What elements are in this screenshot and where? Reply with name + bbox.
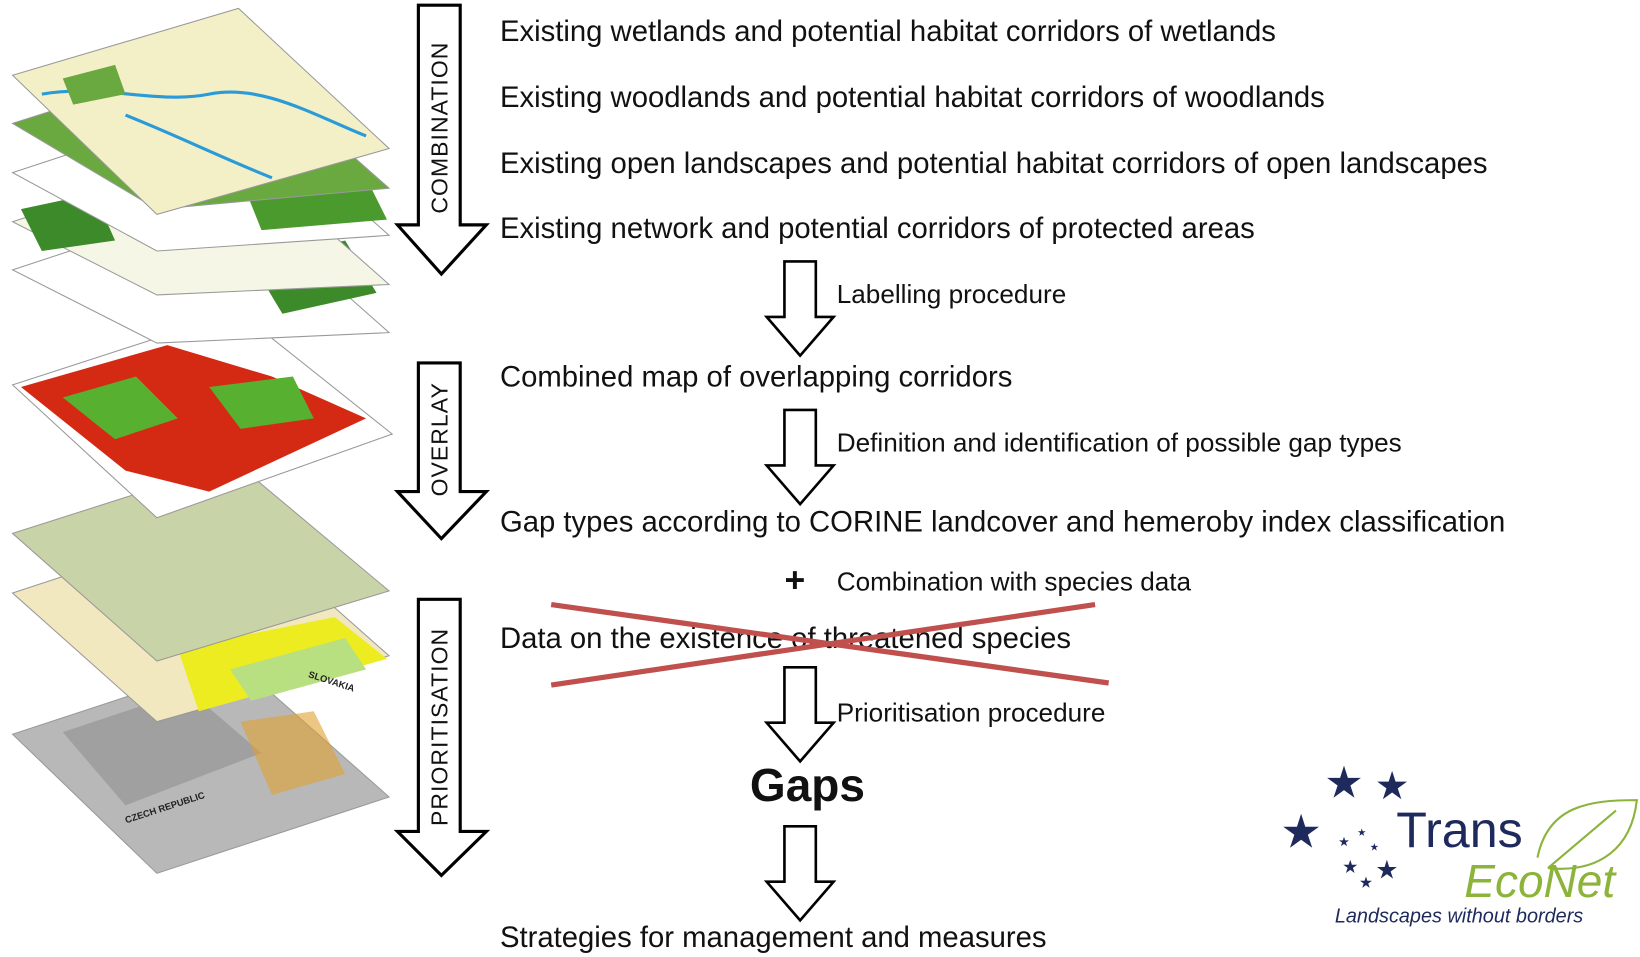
logo-star xyxy=(1358,828,1366,836)
layer-text: Existing wetlands and potential habitat … xyxy=(500,15,1276,48)
step-arrow xyxy=(767,410,834,504)
procedure-label: Combination with species data xyxy=(837,567,1192,597)
logo-name: Trans xyxy=(1396,802,1522,858)
logo-star xyxy=(1377,771,1407,799)
plus-symbol: + xyxy=(785,560,806,600)
page: { "stages": ["COMBINATION", "OVERLAY", "… xyxy=(0,0,1640,957)
logo-star xyxy=(1343,860,1357,873)
stage-label: OVERLAY xyxy=(426,382,452,496)
logo-name: EcoNet xyxy=(1464,855,1617,907)
procedure-label: Prioritisation procedure xyxy=(837,697,1106,727)
procedure-label: Definition and identification of possibl… xyxy=(837,427,1402,457)
logo: Trans EcoNet Landscapes without borders xyxy=(1283,766,1637,928)
step-arrow xyxy=(767,826,834,920)
map-stack: CZECH REPUBLIC SLOVAKIA xyxy=(13,8,393,873)
result-text: Gaps xyxy=(750,759,865,811)
logo-star xyxy=(1360,876,1372,887)
stage-label: PRIORITISATION xyxy=(426,628,452,826)
layer-text: Existing network and potential corridors… xyxy=(500,212,1255,245)
layer-text: Existing woodlands and potential habitat… xyxy=(500,81,1325,114)
layer-text: Existing open landscapes and potential h… xyxy=(500,147,1488,180)
step-text: Strategies for management and measures xyxy=(500,921,1047,954)
step-text: Gap types according to CORINE landcover … xyxy=(500,506,1505,539)
logo-tagline: Landscapes without borders xyxy=(1335,906,1583,928)
logo-star xyxy=(1283,814,1319,848)
procedure-label: Labelling procedure xyxy=(837,279,1067,309)
diagram: CZECH REPUBLIC SLOVAKIA COMBINATION OVER… xyxy=(0,0,1640,957)
logo-star xyxy=(1370,843,1378,851)
logo-star xyxy=(1377,860,1397,879)
step-arrow xyxy=(767,261,834,355)
stage-label: COMBINATION xyxy=(426,42,452,214)
logo-star xyxy=(1339,837,1349,846)
logo-star xyxy=(1327,766,1361,798)
step-arrow xyxy=(767,667,834,761)
step-text: Combined map of overlapping corridors xyxy=(500,360,1012,393)
